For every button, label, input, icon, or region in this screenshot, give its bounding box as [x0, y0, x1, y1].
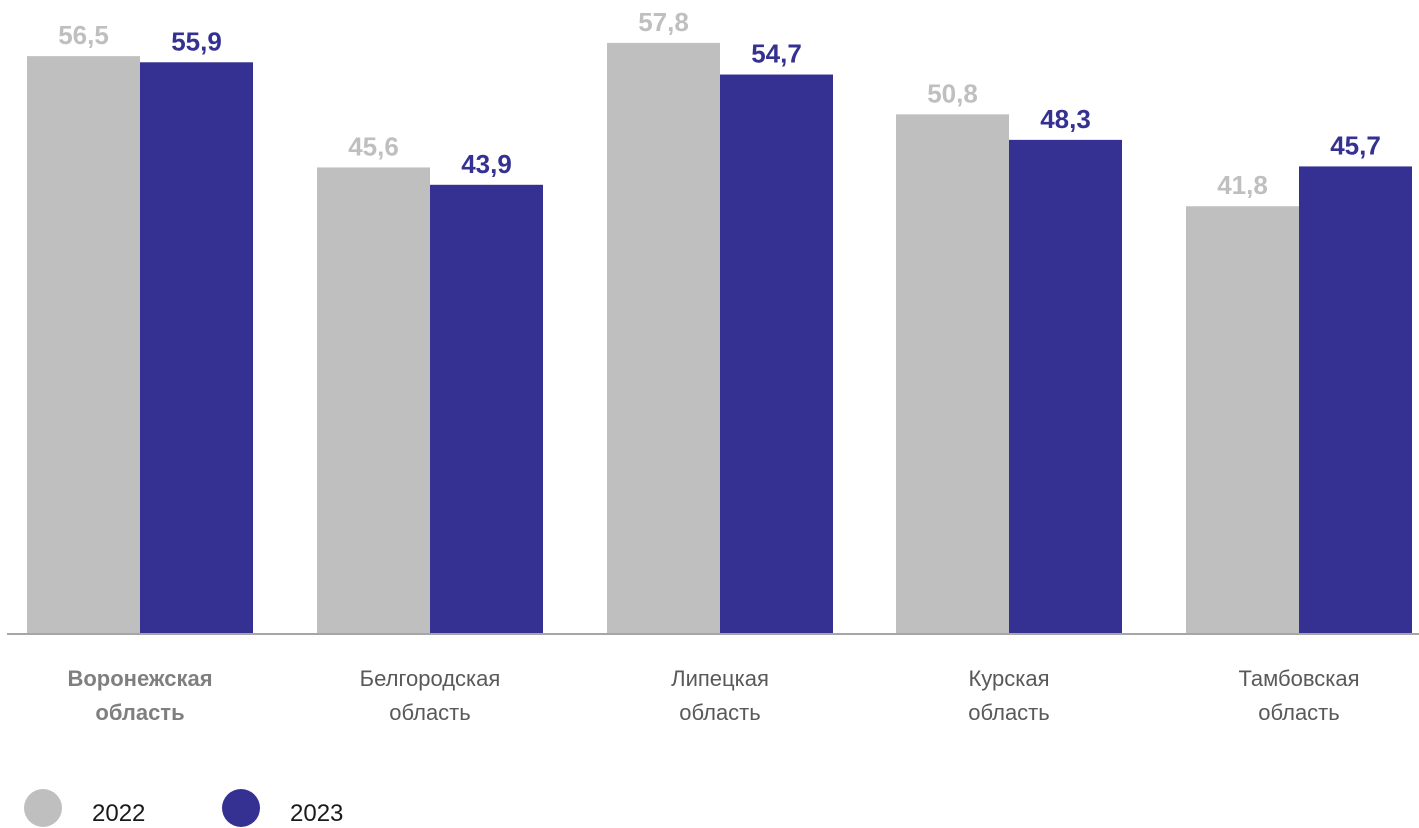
data-label-2022-2: 57,8 — [638, 7, 689, 37]
data-label-2023-0: 55,9 — [171, 26, 222, 56]
bar-2022-1 — [317, 167, 430, 633]
legend-label-2022: 2022 — [92, 800, 146, 827]
data-label-2022-3: 50,8 — [927, 78, 978, 108]
data-label-2022-4: 41,8 — [1217, 170, 1268, 200]
bar-2022-2 — [607, 42, 720, 634]
bar-2023-2 — [720, 74, 833, 634]
data-label-2022-1: 45,6 — [348, 131, 399, 161]
bar-chart: 56,5 45,6 57,8 50,8 41,8 55,9 43,9 54,7 48,3 45,7… — [7, 7, 1419, 725]
category-label-0-line-0: Воронежская — [67, 666, 212, 691]
category-label-2-line-0: Липецкая — [671, 666, 769, 691]
bar-2022-0 — [27, 56, 140, 634]
category-label-0-line-1: область — [95, 700, 184, 725]
bar-2023-4 — [1299, 166, 1412, 634]
category-label-4-line-1: область — [1258, 700, 1339, 725]
data-label-2023-2: 54,7 — [751, 39, 802, 69]
bar-2023-3 — [1009, 139, 1122, 634]
data-label-2022-0: 56,5 — [58, 20, 109, 50]
legend-item-2023: 2023 — [222, 788, 343, 828]
category-label-1-line-1: область — [389, 700, 470, 725]
data-label-2023-3: 48,3 — [1040, 104, 1091, 134]
legend-marker-2022 — [24, 789, 62, 827]
bar-2023-0 — [140, 62, 253, 633]
category-label-1-line-0: Белгородская — [360, 666, 501, 691]
category-label-3-line-0: Курская — [968, 666, 1049, 691]
category-label-2-line-1: область — [679, 700, 760, 725]
category-label-4-line-0: Тамбовская — [1238, 666, 1359, 691]
data-label-2023-4: 45,7 — [1330, 130, 1381, 160]
legend-marker-2023 — [222, 789, 260, 827]
data-label-2023-1: 43,9 — [461, 149, 512, 179]
category-label-3-line-1: область — [968, 700, 1049, 725]
bar-2022-3 — [896, 114, 1009, 633]
legend-item-2022: 2022 — [24, 788, 145, 828]
legend-label-2023: 2023 — [290, 800, 344, 827]
bar-2023-1 — [430, 184, 543, 633]
bar-2022-4 — [1186, 206, 1299, 634]
